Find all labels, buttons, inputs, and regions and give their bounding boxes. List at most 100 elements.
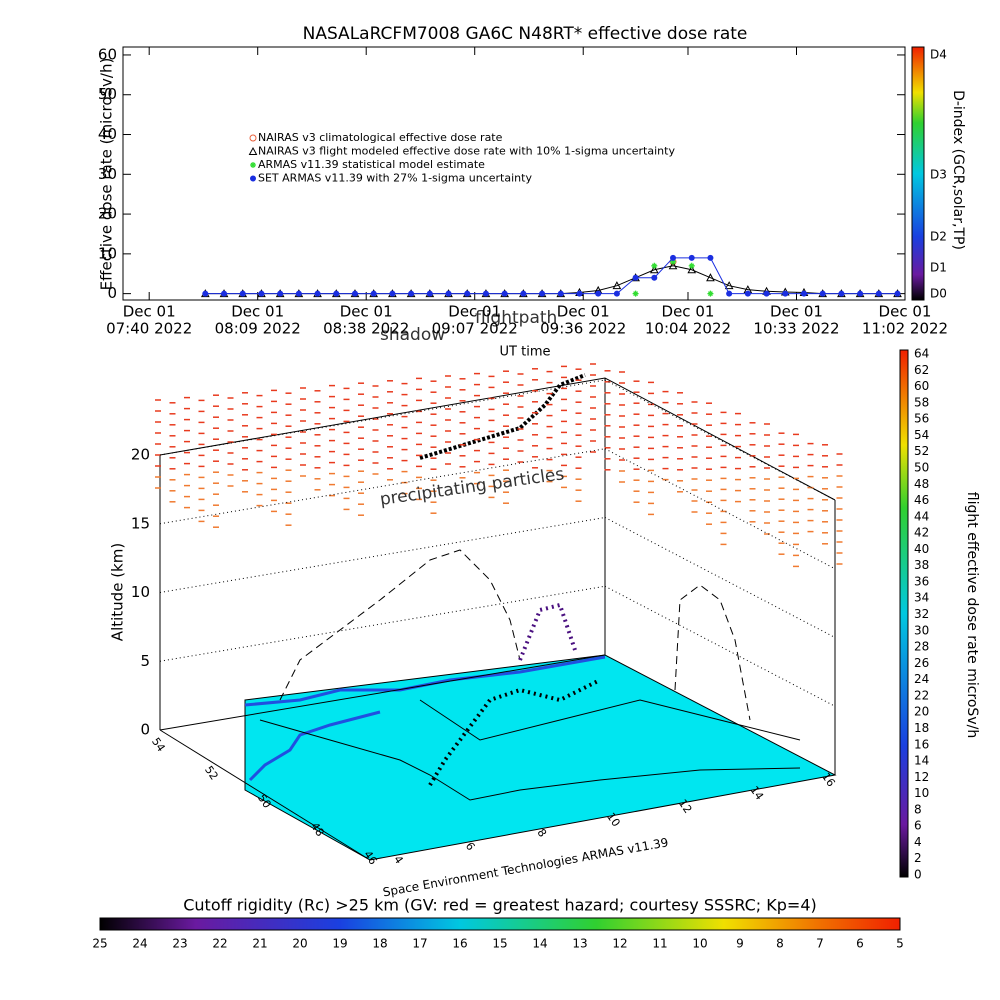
x-tick-label: 08:09 2022: [215, 320, 301, 338]
data-point: [819, 290, 826, 297]
dose-colorbar: [899, 349, 909, 878]
altitude-grid: [604, 448, 836, 570]
flight-path-shadow: [518, 602, 577, 661]
dose-tick-label: 58: [914, 395, 929, 409]
annotation: shadow: [380, 325, 445, 345]
altitude-label: Altitude (km): [109, 543, 127, 641]
altitude-tick-label: 15: [131, 514, 150, 532]
legend-marker: [248, 146, 258, 155]
dose-tick-label: 26: [914, 656, 929, 670]
data-point: [239, 290, 246, 297]
data-point: [333, 290, 340, 297]
flight-path-ground: [428, 678, 601, 787]
x-tick-label: 09:36 2022: [540, 320, 626, 338]
dindex-label: D-index (GCR,solar,TP): [950, 90, 966, 250]
altitude-tick-label: 20: [131, 446, 150, 464]
altitude-grid: [159, 585, 606, 662]
data-point: [857, 290, 864, 297]
dose-tick-label: 56: [914, 412, 929, 426]
data-point: [838, 290, 845, 297]
dose-tick-label: 14: [914, 754, 929, 768]
data-point: [557, 290, 564, 297]
x-axis-label: UT time: [500, 345, 551, 360]
data-point: [651, 262, 658, 269]
altitude-grid: [604, 379, 836, 501]
data-point: [707, 254, 714, 261]
y-axis-label: Effective dose rate (microSv/h): [98, 58, 116, 291]
chart-title: NASALaRCFM7008 GA6C N48RT* effective dos…: [303, 24, 748, 44]
dose-tick-label: 36: [914, 574, 929, 588]
data-point: [707, 290, 714, 297]
data-point: [351, 290, 358, 297]
data-point: [389, 290, 396, 297]
data-point: [894, 290, 901, 297]
dose-tick-label: 48: [914, 477, 929, 491]
data-point: [688, 254, 695, 261]
annotation: flightpath: [475, 308, 557, 328]
plot-frame: [122, 46, 906, 301]
rigidity-tick-label: 5: [896, 937, 904, 951]
x-tick-label: 08:38 2022: [323, 320, 409, 338]
dindex-tick-label: D2: [930, 230, 947, 244]
dindex-tick-label: D1: [930, 261, 947, 275]
legend-label: NAIRAS v3 flight modeled effective dose …: [258, 145, 675, 158]
rigidity-tick-label: 21: [252, 937, 267, 951]
dose-tick-label: 6: [914, 819, 922, 833]
dose-tick-label: 0: [914, 868, 922, 882]
legend-marker: [249, 134, 257, 142]
x-tick-label: 09:07 2022: [432, 320, 518, 338]
dindex-colorbar: [911, 46, 925, 301]
data-point: [651, 274, 658, 281]
legend-label: SET ARMAS v11.39 with 27% 1-sigma uncert…: [258, 172, 532, 185]
legend-marker: [250, 175, 256, 182]
border: [259, 719, 801, 801]
data-point: [706, 273, 715, 282]
data-point: [875, 290, 882, 297]
data-point: [445, 290, 452, 297]
altitude-grid: [159, 379, 606, 456]
x-tick-label: Dec 01: [557, 303, 610, 321]
rigidity-tick-label: 14: [532, 937, 547, 951]
x-tick-label: Dec 01: [231, 303, 284, 321]
rigidity-colorbar-label: Cutoff rigidity (Rc) >25 km (GV: red = g…: [183, 896, 817, 915]
altitude-tick-label: 5: [140, 652, 150, 670]
data-point: [277, 290, 284, 297]
data-point: [744, 290, 751, 297]
data-point: [724, 281, 734, 290]
data-point: [221, 290, 228, 297]
rigidity-tick-label: 23: [172, 937, 187, 951]
x-tick-label: 11:02 2022: [862, 320, 948, 338]
dindex-tick-label: D0: [930, 287, 947, 301]
dose-tick-label: 54: [914, 428, 929, 442]
altitude-grid: [159, 517, 606, 593]
data-point: [649, 265, 659, 274]
data-point: [258, 290, 265, 297]
rigidity-tick-label: 20: [292, 937, 307, 951]
legend-label: ARMAS v11.39 statistical model estimate: [258, 158, 485, 171]
dindex-tick-label: D4: [930, 48, 947, 62]
rigidity-tick-label: 10: [692, 937, 707, 951]
rigidity-colorbar: [99, 917, 901, 931]
altitude-tick-label: 0: [140, 721, 150, 739]
y-tick-label: 0: [107, 284, 117, 302]
dose-tick-label: 4: [914, 835, 922, 849]
dose-tick-label: 50: [914, 460, 929, 474]
dose-tick-label: 34: [914, 591, 929, 605]
box-edge: [159, 377, 836, 501]
rigidity-tick-label: 17: [412, 937, 427, 951]
latitude-tick-label: 54: [149, 735, 168, 754]
dose-tick-label: 64: [914, 347, 929, 361]
data-point: [520, 290, 527, 297]
rigidity-tick-label: 22: [212, 937, 227, 951]
data-point: [576, 290, 583, 297]
data-point: [314, 290, 321, 297]
data-point: [632, 274, 639, 281]
dose-tick-label: 12: [914, 770, 929, 784]
dose-tick-label: 10: [914, 786, 929, 800]
rigidity-tick-label: 13: [572, 937, 587, 951]
x-tick-label: Dec 01: [879, 303, 932, 321]
data-point: [501, 290, 508, 297]
flight-path: [419, 373, 586, 460]
rigidity-tick-label: 8: [776, 937, 784, 951]
